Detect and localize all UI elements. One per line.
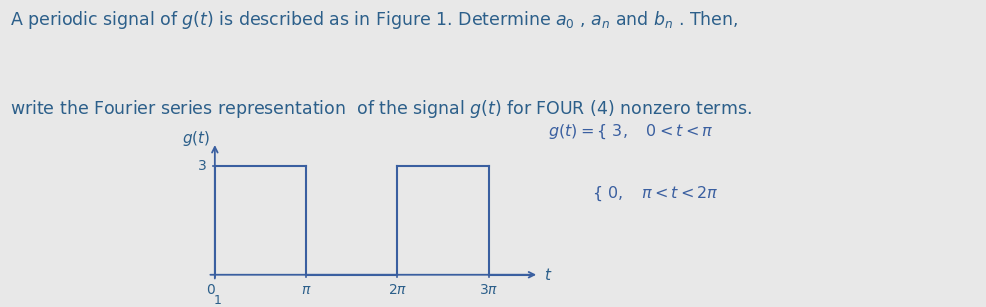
Text: 0: 0 xyxy=(206,283,215,297)
Text: $g(t)$: $g(t)$ xyxy=(181,129,210,148)
Text: A periodic signal of $g(t)$ is described as in Figure 1. Determine $a_0$ , $a_n$: A periodic signal of $g(t)$ is described… xyxy=(10,9,738,31)
Text: $3\pi$: $3\pi$ xyxy=(478,283,498,297)
Text: $t$: $t$ xyxy=(543,267,551,283)
Text: 1: 1 xyxy=(214,293,222,307)
Text: 3: 3 xyxy=(198,159,206,173)
Text: write the Fourier series representation  of the signal $g(t)$ for FOUR (4) nonze: write the Fourier series representation … xyxy=(10,98,751,120)
Text: $g(t) = \{\ 3,\quad 0 < t < \pi$: $g(t) = \{\ 3,\quad 0 < t < \pi$ xyxy=(547,123,713,141)
Text: $2\pi$: $2\pi$ xyxy=(387,283,407,297)
Text: $\pi$: $\pi$ xyxy=(301,283,312,297)
Text: $\{\ 0,\quad \pi < t < 2\pi$: $\{\ 0,\quad \pi < t < 2\pi$ xyxy=(592,184,718,203)
